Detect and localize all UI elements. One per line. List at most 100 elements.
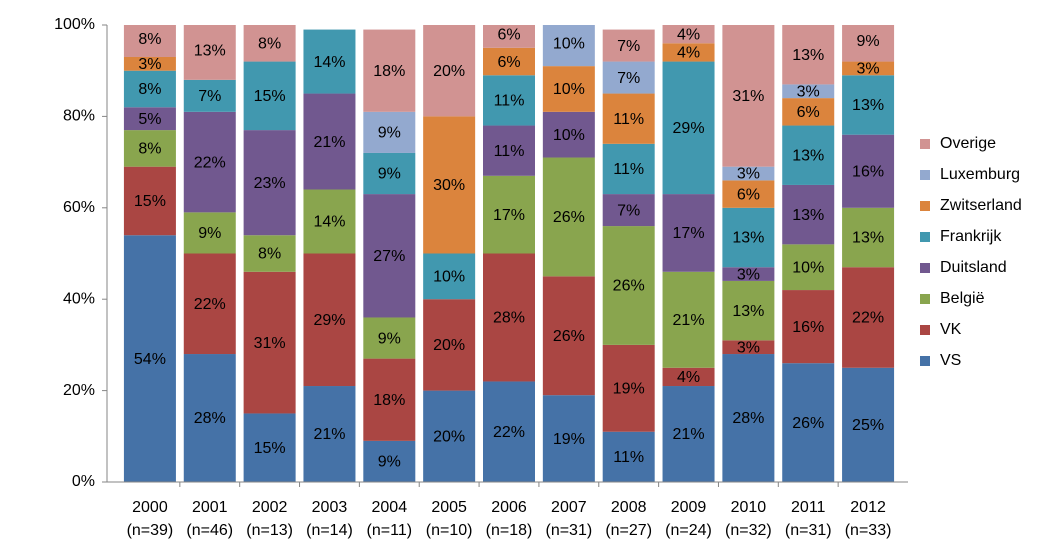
bar-segment bbox=[483, 253, 535, 382]
bar-segment bbox=[542, 157, 595, 277]
value-label: 16% bbox=[792, 319, 824, 336]
value-label: 22% bbox=[852, 310, 884, 327]
x-tick-sublabel: (n=39) bbox=[127, 522, 174, 539]
value-label: 31% bbox=[732, 88, 764, 105]
legend-swatch bbox=[920, 356, 930, 366]
y-tick-label: 100% bbox=[54, 16, 95, 33]
bar-segment bbox=[243, 235, 296, 272]
bar-segment bbox=[423, 390, 476, 482]
value-label: 7% bbox=[617, 38, 640, 55]
bar-segment bbox=[123, 25, 176, 57]
bar-segment bbox=[123, 70, 176, 108]
value-label: 22% bbox=[194, 154, 226, 171]
legend-label: Duitsland bbox=[940, 259, 1007, 276]
value-label: 15% bbox=[254, 440, 286, 457]
value-label: 6% bbox=[797, 104, 820, 121]
value-label: 4% bbox=[677, 26, 700, 43]
value-label: 6% bbox=[497, 54, 520, 71]
value-label: 4% bbox=[677, 45, 700, 62]
bar-segment bbox=[662, 194, 715, 272]
bar-segment bbox=[782, 244, 835, 291]
bar-segment bbox=[782, 184, 835, 245]
value-label: 10% bbox=[792, 259, 824, 276]
value-label: 29% bbox=[673, 120, 705, 137]
bar-segment bbox=[243, 130, 296, 236]
bar-segment bbox=[243, 61, 296, 131]
value-label: 26% bbox=[553, 328, 585, 345]
value-label: 17% bbox=[673, 225, 705, 242]
bar-segment bbox=[842, 25, 895, 62]
value-label: 9% bbox=[198, 225, 221, 242]
legend-label: VS bbox=[940, 352, 961, 369]
bar-segment bbox=[662, 61, 715, 195]
bar-segment bbox=[662, 367, 715, 387]
x-tick-label: 2006 bbox=[491, 499, 527, 516]
bar-segment bbox=[722, 207, 775, 268]
value-label: 9% bbox=[378, 166, 401, 183]
x-tick-label: 2001 bbox=[192, 499, 228, 516]
legend-swatch bbox=[920, 170, 930, 180]
x-tick-sublabel: (n=24) bbox=[665, 522, 712, 539]
value-label: 9% bbox=[378, 125, 401, 142]
value-label: 13% bbox=[194, 42, 226, 59]
value-label: 3% bbox=[737, 166, 760, 183]
value-label: 8% bbox=[258, 246, 281, 263]
value-label: 26% bbox=[792, 415, 824, 432]
value-label: 20% bbox=[433, 429, 465, 446]
value-label: 13% bbox=[852, 230, 884, 247]
x-tick-sublabel: (n=32) bbox=[725, 522, 772, 539]
value-label: 20% bbox=[433, 63, 465, 80]
bar-segment bbox=[183, 354, 236, 482]
legend-swatch bbox=[920, 294, 930, 304]
value-label: 7% bbox=[617, 202, 640, 219]
bar-segment bbox=[183, 111, 236, 213]
value-label: 25% bbox=[852, 417, 884, 434]
bar-segment bbox=[483, 381, 535, 482]
value-label: 14% bbox=[313, 214, 345, 231]
bar-segment bbox=[423, 299, 476, 391]
value-label: 13% bbox=[792, 147, 824, 164]
bar-segment bbox=[782, 363, 835, 482]
bar-segment bbox=[123, 56, 176, 71]
x-tick-label: 2011 bbox=[791, 499, 826, 516]
bar-segment bbox=[243, 25, 296, 62]
value-label: 7% bbox=[198, 88, 221, 105]
x-tick-label: 2000 bbox=[132, 499, 168, 516]
value-label: 3% bbox=[857, 61, 880, 78]
bar-segment bbox=[123, 130, 176, 167]
x-tick-label: 2009 bbox=[671, 499, 707, 516]
y-tick-label: 80% bbox=[63, 108, 95, 125]
value-label: 3% bbox=[737, 266, 760, 283]
y-tick-label: 20% bbox=[63, 382, 95, 399]
x-tick-label: 2008 bbox=[611, 499, 647, 516]
value-label: 5% bbox=[138, 111, 161, 128]
bar-segment bbox=[722, 280, 775, 341]
bar-segment bbox=[662, 271, 715, 368]
value-label: 26% bbox=[613, 278, 645, 295]
value-label: 31% bbox=[254, 335, 286, 352]
value-label: 27% bbox=[373, 248, 405, 265]
bar-segment bbox=[363, 152, 416, 195]
bar-segment bbox=[483, 75, 535, 126]
x-tick-label: 2004 bbox=[372, 499, 408, 516]
legend-label: Overige bbox=[940, 135, 996, 152]
value-label: 11% bbox=[613, 161, 644, 178]
legend-swatch bbox=[920, 325, 930, 335]
x-tick-sublabel: (n=27) bbox=[605, 522, 652, 539]
bar-segment bbox=[542, 276, 595, 396]
value-label: 21% bbox=[313, 134, 345, 151]
value-label: 3% bbox=[138, 56, 161, 73]
x-tick-sublabel: (n=46) bbox=[186, 522, 233, 539]
value-label: 11% bbox=[494, 143, 525, 160]
bar-segment bbox=[722, 180, 775, 208]
legend-label: België bbox=[940, 290, 985, 307]
bar-segment bbox=[782, 125, 835, 185]
bar-segment bbox=[782, 25, 835, 85]
bar-segment bbox=[722, 340, 775, 355]
value-label: 16% bbox=[852, 163, 884, 180]
bar-segment bbox=[842, 267, 895, 368]
value-label: 11% bbox=[613, 449, 644, 466]
bar-segment bbox=[782, 290, 835, 364]
value-label: 3% bbox=[797, 83, 820, 100]
y-tick-label: 40% bbox=[63, 290, 95, 307]
